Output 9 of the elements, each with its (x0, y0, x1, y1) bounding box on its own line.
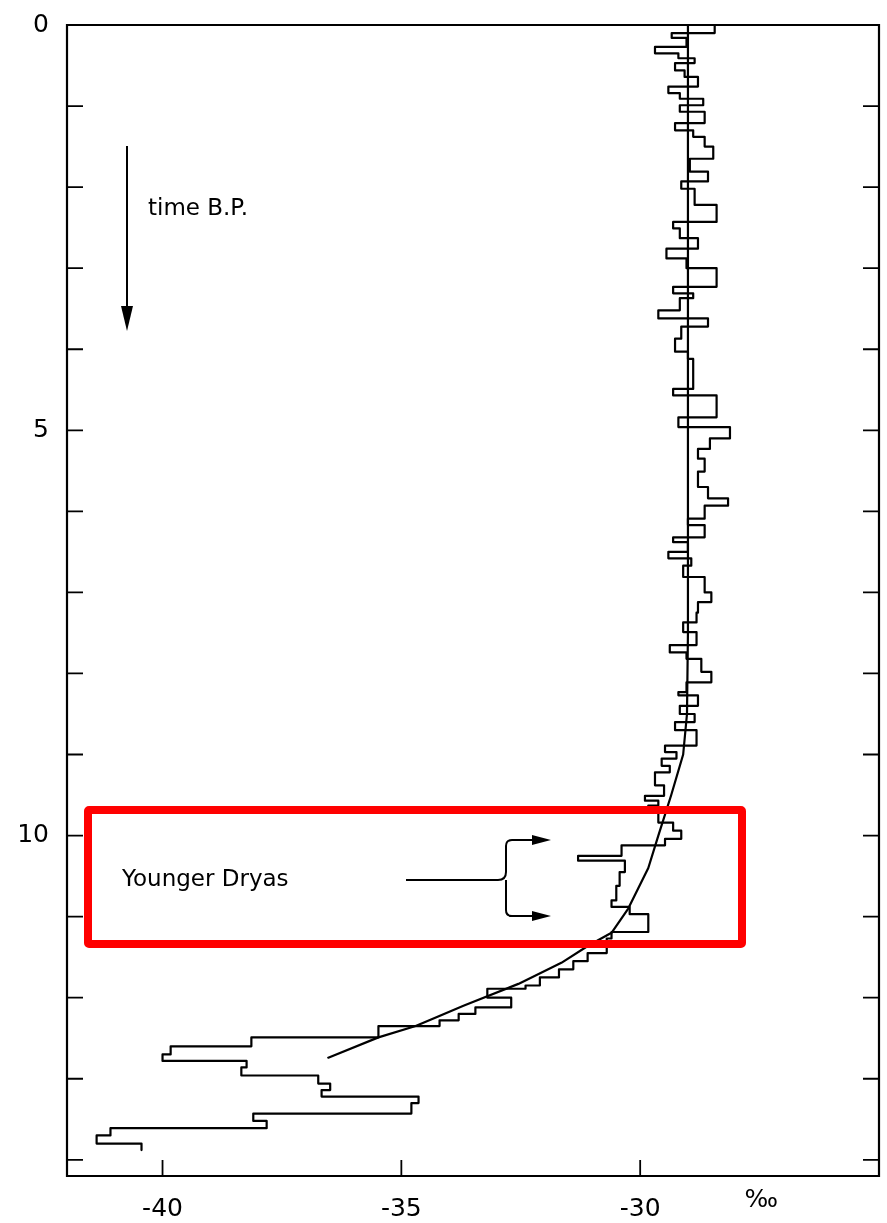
annotation: Younger Dryas (121, 864, 289, 891)
y-tick-label: 10 (17, 819, 49, 849)
x-tick-label: -30 (619, 1192, 661, 1222)
x-tick-label: -35 (380, 1192, 422, 1222)
x-axis-title: ‰ (744, 1184, 779, 1213)
y-tick-label: 0 (33, 8, 49, 38)
x-tick-label: -40 (142, 1192, 183, 1222)
y-tick-label: 5 (33, 413, 49, 443)
annotation: time B.P. (148, 193, 248, 220)
